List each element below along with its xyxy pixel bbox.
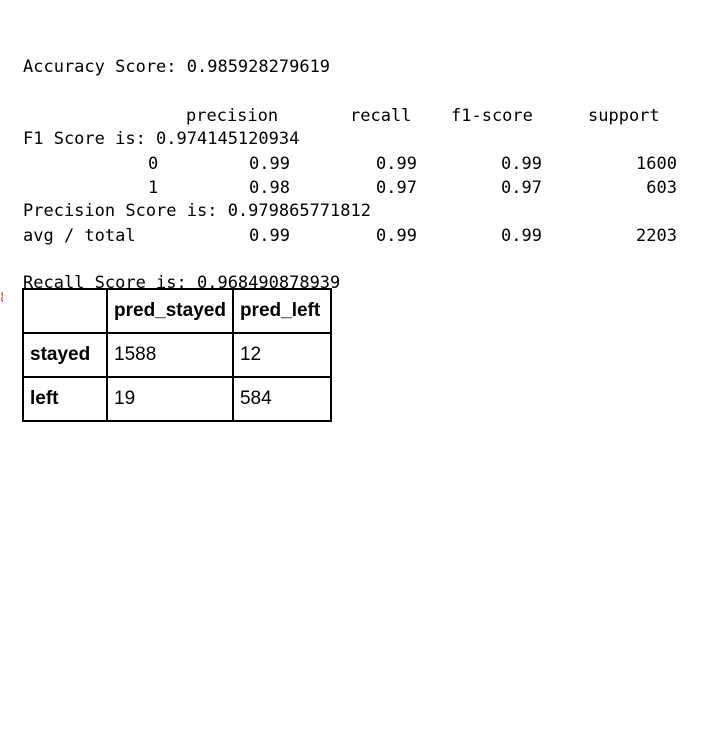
row-label: 1 — [148, 178, 159, 198]
recall-value: 0.97 — [376, 178, 417, 198]
header-recall: recall — [350, 106, 412, 126]
recall-score-line: Recall Score is: 0.968490878939 — [23, 273, 341, 293]
row-label: avg / total — [23, 226, 136, 246]
confusion-matrix-table: pred_stayed pred_left stayed 1588 12 lef… — [22, 288, 332, 422]
header-support: support — [588, 106, 660, 126]
column-header: pred_left — [231, 288, 332, 334]
header-f1-score: f1-score — [451, 106, 533, 126]
table-cell: 12 — [231, 332, 332, 378]
f1-score-line: F1 Score is: 0.974145120934 — [23, 129, 300, 149]
table-cell: 1588 — [106, 332, 234, 378]
cell-prompt-fragment: 8 — [0, 290, 3, 306]
support-value: 603 — [646, 178, 677, 198]
classification-report: precision recall f1-score support 0 0.99… — [23, 104, 683, 254]
table-header-row: pred_stayed pred_left — [22, 288, 332, 334]
recall-value: 0.99 — [376, 226, 417, 246]
precision-score-line: Precision Score is: 0.979865771812 — [23, 201, 371, 221]
table-cell: 19 — [106, 376, 234, 422]
row-header: stayed — [22, 332, 108, 378]
accuracy-score-line: Accuracy Score: 0.985928279619 — [23, 57, 331, 77]
f1-value: 0.97 — [501, 178, 542, 198]
support-value: 2203 — [636, 226, 677, 246]
recall-value: 0.99 — [376, 154, 417, 174]
precision-value: 0.98 — [249, 178, 290, 198]
table-row: left 19 584 — [22, 376, 332, 422]
precision-value: 0.99 — [249, 154, 290, 174]
support-value: 1600 — [636, 154, 677, 174]
corner-cell — [22, 288, 108, 334]
header-precision: precision — [186, 106, 279, 126]
f1-value: 0.99 — [501, 154, 542, 174]
row-header: left — [22, 376, 108, 422]
f1-value: 0.99 — [501, 226, 542, 246]
text-output: Accuracy Score: 0.985928279619 F1 Score … — [23, 7, 371, 319]
row-label: 0 — [148, 154, 159, 174]
column-header: pred_stayed — [106, 288, 234, 334]
precision-value: 0.99 — [249, 226, 290, 246]
table-cell: 584 — [231, 376, 332, 422]
table-row: stayed 1588 12 — [22, 332, 332, 378]
